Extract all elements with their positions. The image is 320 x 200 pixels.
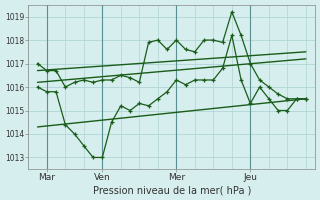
X-axis label: Pression niveau de la mer( hPa ): Pression niveau de la mer( hPa ) [92,185,251,195]
